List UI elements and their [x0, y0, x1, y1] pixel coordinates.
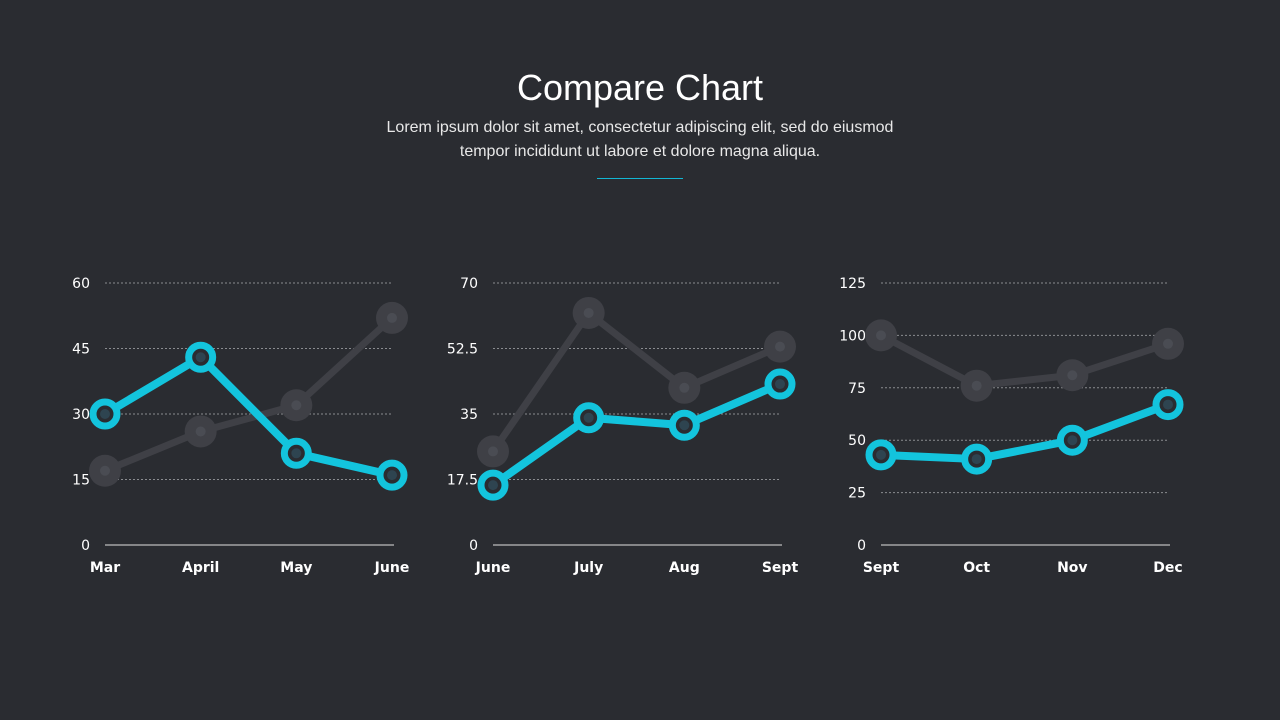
chart-3-x-tick-label: Dec [1153, 560, 1182, 576]
page-subtitle: Lorem ipsum dolor sit amet, consectetur … [330, 116, 950, 164]
chart-2-x-tick-label: Sept [762, 560, 799, 576]
chart-3-series-cyan-point-center [971, 454, 982, 465]
chart-3-svg: 0 25 50 75 100 125 Sept Oct Nov Dec [839, 276, 1184, 576]
chart-1-svg: 0 15 30 45 60 Mar April May June [72, 276, 410, 576]
chart-2-series-cyan-line [489, 380, 784, 490]
chart-1: 0 15 30 45 60 Mar April May June [60, 255, 440, 595]
chart-2-series-cyan-point-center [775, 379, 785, 390]
chart-3-series-gray-line [877, 331, 1172, 390]
chart-1-series-gray-point-center [195, 426, 206, 437]
subtitle-line-1: Lorem ipsum dolor sit amet, consectetur … [386, 119, 894, 136]
chart-2-y-tick-label: 35 [460, 407, 478, 423]
chart-3-y-tick-label: 50 [848, 433, 866, 449]
chart-2-series-gray-line [489, 309, 784, 455]
chart-2-series-cyan-point-center [488, 480, 498, 491]
chart-2-series-cyan-point-center [583, 412, 594, 423]
subtitle-line-2: tempor incididunt ut labore et dolore ma… [459, 143, 821, 160]
chart-2-svg: 0 17.5 35 52.5 70 June July Aug Sept [447, 276, 799, 576]
chart-2-series-cyan-point-center [679, 420, 690, 431]
chart-3-y-tick-label: 25 [848, 486, 866, 502]
chart-3-y-tick-label: 0 [857, 538, 866, 554]
chart-2-series-gray-point-center [583, 307, 594, 318]
chart-3-series-gray-point-center [876, 330, 886, 341]
chart-1-series-gray-line [101, 314, 396, 475]
chart-1-series-gray-point-center [387, 312, 397, 323]
chart-3-series-cyan-point-center [1163, 399, 1173, 410]
chart-3-y-tick-label: 125 [839, 276, 866, 292]
chart-3-x-tick-label: Sept [863, 560, 900, 576]
page-title: Compare Chart [516, 67, 764, 108]
chart-1-series-gray-point-center [291, 400, 302, 411]
chart-1-x-tick-label: June [374, 560, 410, 576]
chart-3-series-gray-point-center [1067, 370, 1078, 381]
title-divider [597, 178, 683, 179]
chart-1-series-gray-point-center [100, 465, 110, 476]
chart-2-x-tick-label: Aug [669, 560, 700, 576]
chart-2-x-tick-label: July [573, 560, 603, 576]
chart-1-series-cyan-point-center [195, 352, 206, 363]
chart-1-series-cyan-line [101, 353, 396, 480]
chart-2: 0 17.5 35 52.5 70 June July Aug Sept [447, 255, 828, 595]
chart-1-series-cyan-point-center [387, 470, 397, 481]
chart-3-x-tick-label: Nov [1057, 560, 1087, 576]
chart-2-y-tick-label: 0 [469, 538, 478, 554]
chart-1-series-cyan-point-center [100, 409, 110, 419]
chart-1-y-tick-label: 0 [81, 538, 90, 554]
chart-3: 0 25 50 75 100 125 Sept Oct Nov Dec [836, 255, 1216, 595]
chart-1-y-tick-label: 15 [72, 473, 90, 489]
chart-2-series-gray-point-center [488, 446, 498, 457]
chart-3-series-cyan-point-center [876, 449, 886, 460]
chart-2-y-tick-label: 17.5 [447, 473, 478, 489]
chart-3-y-tick-label: 100 [839, 328, 866, 344]
chart-3-x-tick-label: Oct [963, 560, 990, 576]
chart-2-series-gray-point-center [679, 382, 690, 393]
chart-1-y-tick-label: 30 [72, 407, 90, 423]
chart-3-series-gray-point-center [1163, 338, 1173, 349]
chart-1-x-tick-label: May [280, 560, 312, 576]
chart-1-x-tick-label: Mar [90, 560, 120, 576]
chart-1-x-tick-label: April [182, 560, 219, 576]
chart-1-y-tick-label: 60 [72, 276, 90, 292]
chart-2-y-tick-label: 70 [460, 276, 478, 292]
chart-2-x-tick-label: June [475, 560, 511, 576]
chart-1-y-tick-label: 45 [72, 342, 90, 358]
chart-2-series-gray-point-center [775, 341, 785, 352]
chart-1-series-cyan-point-center [291, 448, 302, 459]
chart-3-series-cyan-line [877, 400, 1172, 464]
header: Compare Chart Lorem ipsum dolor sit amet… [0, 64, 1280, 179]
chart-3-series-cyan-point-center [1067, 435, 1078, 446]
chart-2-y-tick-label: 52.5 [447, 342, 478, 358]
chart-3-y-tick-label: 75 [848, 381, 866, 397]
chart-3-series-gray-point-center [971, 380, 982, 391]
